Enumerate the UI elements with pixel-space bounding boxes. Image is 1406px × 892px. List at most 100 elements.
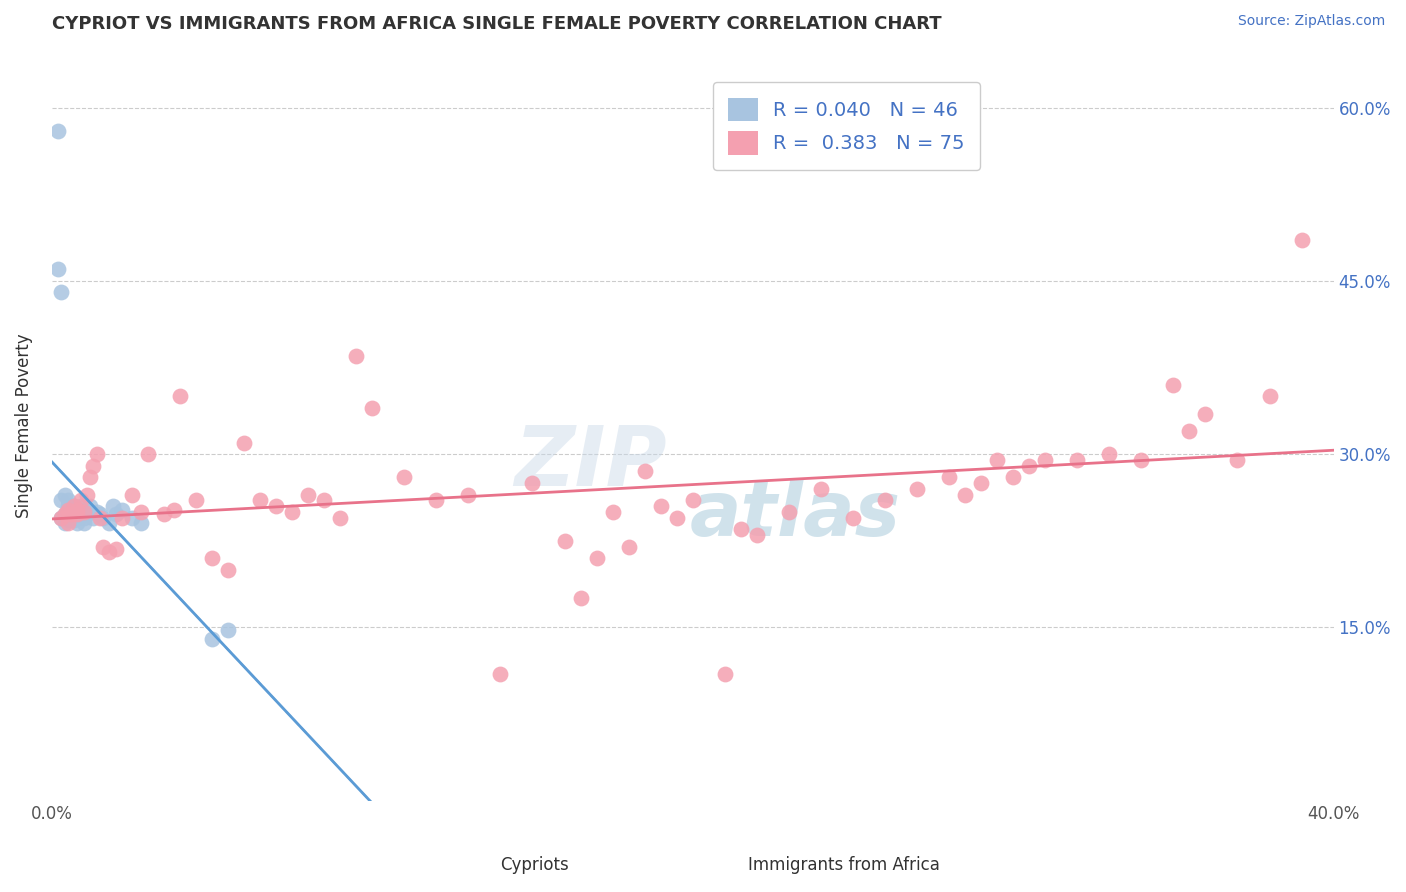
Point	[66, 502, 89, 516]
Point	[63, 507, 86, 521]
Point	[69, 499, 91, 513]
Point	[73, 510, 96, 524]
Text: Immigrants from Africa: Immigrants from Africa	[748, 855, 939, 873]
Point	[53, 516, 76, 531]
Text: atlas: atlas	[690, 478, 901, 552]
Point	[66, 516, 89, 531]
Point	[76, 487, 98, 501]
Point	[682, 493, 704, 508]
Point	[46, 124, 69, 138]
Point	[217, 623, 239, 637]
Point	[73, 516, 96, 531]
Point	[111, 502, 134, 516]
Point	[79, 499, 101, 513]
Point	[281, 505, 304, 519]
Point	[98, 516, 121, 531]
Point	[184, 493, 207, 508]
Point	[98, 545, 121, 559]
Point	[153, 507, 176, 521]
Point	[1258, 389, 1281, 403]
Point	[986, 453, 1008, 467]
Point	[59, 499, 82, 513]
Point	[1002, 470, 1025, 484]
Point	[264, 499, 287, 513]
Point	[89, 510, 111, 524]
Point	[66, 510, 89, 524]
Point	[1163, 377, 1185, 392]
Point	[970, 475, 993, 490]
Point	[101, 499, 124, 513]
Point	[51, 493, 73, 508]
Point	[1098, 447, 1121, 461]
Point	[201, 551, 224, 566]
Point	[82, 458, 104, 473]
Point	[713, 666, 735, 681]
Point	[104, 541, 127, 556]
Point	[91, 510, 114, 524]
Point	[89, 507, 111, 521]
Point	[297, 487, 319, 501]
Point	[873, 493, 896, 508]
Point	[76, 507, 98, 521]
Point	[602, 505, 624, 519]
Point	[425, 493, 447, 508]
Point	[569, 591, 592, 606]
Point	[938, 470, 960, 484]
Legend: R = 0.040   N = 46, R =  0.383   N = 75: R = 0.040 N = 46, R = 0.383 N = 75	[713, 82, 980, 170]
Point	[86, 505, 108, 519]
Point	[66, 507, 89, 521]
Point	[56, 513, 79, 527]
Point	[56, 502, 79, 516]
Point	[314, 493, 336, 508]
Point	[131, 516, 153, 531]
Point	[46, 262, 69, 277]
Point	[56, 516, 79, 531]
Point	[169, 389, 191, 403]
Point	[1066, 453, 1088, 467]
Point	[53, 507, 76, 521]
Point	[1018, 458, 1040, 473]
Point	[111, 510, 134, 524]
Point	[1033, 453, 1056, 467]
Point	[73, 502, 96, 516]
Point	[63, 502, 86, 516]
Text: ZIP: ZIP	[513, 422, 666, 503]
Y-axis label: Single Female Poverty: Single Female Poverty	[15, 333, 32, 517]
Point	[905, 482, 928, 496]
Point	[1178, 424, 1201, 438]
Point	[51, 510, 73, 524]
Point	[56, 502, 79, 516]
Point	[56, 493, 79, 508]
Point	[53, 507, 76, 521]
Point	[51, 285, 73, 300]
Point	[217, 563, 239, 577]
Point	[344, 349, 367, 363]
Point	[56, 505, 79, 519]
Point	[91, 540, 114, 554]
Point	[104, 507, 127, 521]
Point	[51, 510, 73, 524]
Point	[745, 528, 768, 542]
Point	[82, 510, 104, 524]
Point	[953, 487, 976, 501]
Point	[361, 401, 384, 415]
Point	[53, 510, 76, 524]
Point	[329, 510, 352, 524]
Point	[249, 493, 271, 508]
Point	[131, 505, 153, 519]
Point	[53, 487, 76, 501]
Point	[63, 499, 86, 513]
Point	[86, 447, 108, 461]
Point	[617, 540, 640, 554]
Text: Cypriots: Cypriots	[501, 855, 568, 873]
Point	[233, 435, 256, 450]
Point	[66, 502, 89, 516]
Point	[73, 505, 96, 519]
Point	[63, 513, 86, 527]
Point	[1226, 453, 1249, 467]
Point	[66, 507, 89, 521]
Point	[730, 522, 752, 536]
Point	[394, 470, 416, 484]
Text: Source: ZipAtlas.com: Source: ZipAtlas.com	[1237, 14, 1385, 28]
Point	[650, 499, 672, 513]
